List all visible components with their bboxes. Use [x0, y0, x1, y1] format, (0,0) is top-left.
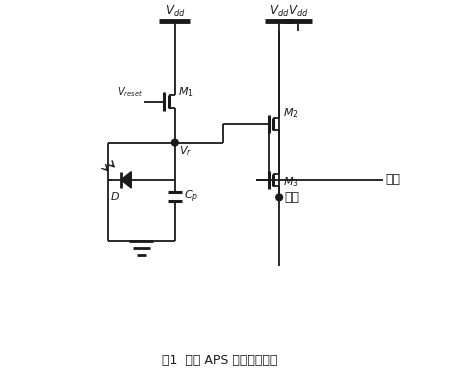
Circle shape	[172, 139, 178, 146]
Text: $V_{dd}$: $V_{dd}$	[287, 4, 308, 19]
Text: 字线: 字线	[385, 174, 400, 186]
Text: $M_2$: $M_2$	[283, 107, 299, 120]
Text: $D$: $D$	[109, 190, 120, 202]
Text: $V_{dd}$: $V_{dd}$	[269, 4, 290, 19]
Text: 位线: 位线	[285, 191, 300, 204]
Circle shape	[276, 194, 282, 201]
Text: $V_{reset}$: $V_{reset}$	[117, 85, 143, 99]
Polygon shape	[121, 172, 131, 188]
Text: $M_3$: $M_3$	[283, 175, 299, 189]
Text: 图1  标准 APS 结构像素单元: 图1 标准 APS 结构像素单元	[162, 354, 277, 367]
Text: $M_1$: $M_1$	[178, 85, 194, 99]
Text: $C_p$: $C_p$	[184, 188, 198, 205]
Text: $V_{dd}$: $V_{dd}$	[164, 4, 185, 19]
Text: $V_r$: $V_r$	[178, 144, 192, 158]
